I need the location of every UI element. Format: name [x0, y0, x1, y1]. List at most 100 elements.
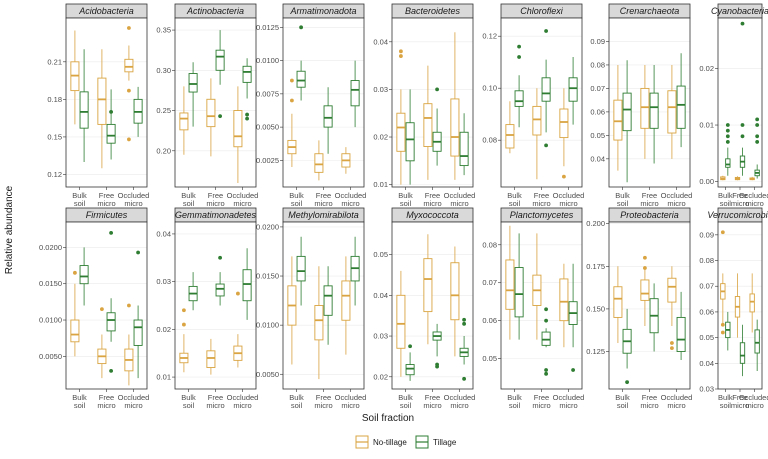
y-tick-label: 0.04 [590, 154, 605, 163]
panel-background [392, 222, 473, 389]
box-planctomycetes-bulk-soil-no-tillage [505, 225, 515, 340]
x-tick-label-bulk-soil: Bulk [181, 393, 196, 402]
box-iqr [79, 91, 89, 129]
box-methylomirabilota-occluded-micro-tillage [350, 236, 360, 306]
box-iqr [188, 73, 198, 93]
facet-title-chloroflexi: Chloroflexi [520, 6, 564, 16]
facet-panel: Methylomirabilota 0.0050 0.0100 0.0150 0.020… [256, 207, 367, 410]
box-iqr [179, 112, 189, 131]
y-tick-label: 0.0100 [39, 316, 62, 325]
x-tick-label-free-micro: Free [425, 191, 440, 200]
box-proteobacteria-occluded-micro-no-tillage [667, 266, 677, 351]
x-axis-title: Soil fraction [362, 413, 414, 424]
x-tick-label-bulk-soil: soil [400, 199, 412, 208]
x-tick-label-free-micro: micro [423, 199, 441, 208]
panel-border [391, 17, 474, 188]
facet-title-acidobacteria: Acidobacteria [78, 6, 134, 16]
y-axis-title: Relative abundance [4, 185, 15, 274]
outlier-point [544, 29, 548, 33]
y-tick-label: 0.05 [482, 354, 497, 363]
box-verrucomicrobia-occluded-micro-tillage [754, 319, 760, 372]
box-iqr [676, 85, 686, 129]
outlier-point [109, 230, 113, 235]
outlier-point [462, 317, 466, 322]
x-tick-label-occluded-micro: Occluded [227, 191, 259, 200]
box-proteobacteria-bulk-soil-no-tillage [613, 266, 623, 343]
box-acidobacteria-bulk-soil-no-tillage [70, 30, 80, 125]
y-tick-label: 0.05 [699, 333, 714, 342]
x-tick-label-occluded-micro: Occluded [335, 393, 367, 402]
outlier-point [182, 308, 186, 313]
y-tick-label: 0.02 [699, 64, 714, 73]
box-methylomirabilota-bulk-soil-tillage [296, 236, 306, 306]
panel-background [66, 222, 147, 389]
y-tick-label: 0.25 [156, 106, 171, 115]
facet-title-crenarchaeota: Crenarchaeota [620, 6, 680, 16]
box-armatimonadota-occluded-micro-no-tillage [341, 147, 351, 174]
y-tick-label: 0.0050 [39, 352, 62, 361]
x-tick-label-free-micro: micro [206, 401, 224, 410]
box-iqr [323, 285, 333, 316]
y-tick-label: 0.0050 [256, 123, 279, 132]
outlier-point [755, 123, 760, 127]
box-armatimonadota-free-micro-tillage [323, 87, 333, 154]
box-cyanobacteria-occluded-micro-tillage [754, 117, 760, 179]
box-cyanobacteria-occluded-micro-no-tillage [749, 176, 755, 181]
facet-panel: Armatimonadota 0.0025 0.0050 0.0075 0.0100 0.… [256, 3, 366, 208]
box-bacteroidetes-occluded-micro-no-tillage [450, 32, 460, 180]
y-tick-label: 0.0050 [256, 370, 279, 379]
panel-background [609, 222, 690, 389]
box-firmicutes-free-micro-tillage [106, 230, 116, 373]
box-gemmatimonadetes-free-micro-no-tillage [206, 338, 216, 375]
box-planctomycetes-occluded-micro-tillage [568, 263, 578, 372]
y-tick-label: 0.07 [482, 278, 497, 287]
outlier-point [517, 44, 521, 49]
outlier-point [643, 266, 647, 270]
box-iqr [350, 80, 360, 107]
facet-panels: Acidobacteria0.120.150.180.21BulksoilFre… [39, 3, 768, 410]
outlier-point [670, 341, 674, 345]
x-tick-label-bulk-soil: Bulk [289, 393, 304, 402]
y-tick-label: 0.150 [586, 304, 605, 313]
y-tick-label: 0.09 [590, 37, 605, 46]
box-iqr [450, 98, 460, 157]
facet-title-actinobacteria: Actinobacteria [186, 6, 244, 16]
box-iqr [296, 255, 306, 282]
outlier-point [562, 174, 566, 179]
outlier-point [720, 230, 725, 235]
box-iqr [676, 316, 686, 352]
y-tick-label: 0.02 [373, 133, 388, 142]
box-iqr [405, 122, 415, 162]
box-iqr [754, 329, 760, 354]
x-tick-label-free-micro: micro [640, 199, 658, 208]
x-tick-label-bulk-soil: soil [509, 199, 521, 208]
x-tick-label-bulk-soil: soil [617, 401, 629, 410]
box-acidobacteria-occluded-micro-no-tillage [124, 26, 134, 142]
panel-border [717, 221, 763, 390]
x-tick-label-occluded-micro: micro [745, 401, 763, 410]
facet-title-gemmatimonadetes: Gemmatimonadetes [175, 210, 257, 220]
box-iqr [215, 283, 225, 297]
x-tick-label-occluded-micro: micro [745, 199, 763, 208]
x-tick-label-bulk-soil: soil [291, 199, 303, 208]
panel-border [391, 221, 474, 390]
box-iqr [622, 92, 632, 132]
x-tick-label-bulk-soil: Bulk [72, 393, 87, 402]
box-planctomycetes-free-micro-tillage [541, 307, 551, 376]
outlier-point [245, 112, 249, 117]
box-iqr [396, 112, 406, 152]
y-tick-label: 0.08 [590, 60, 605, 69]
box-iqr [423, 258, 433, 313]
x-tick-label-free-micro: micro [206, 199, 224, 208]
box-cyanobacteria-free-micro-no-tillage [734, 176, 741, 181]
box-planctomycetes-free-micro-no-tillage [532, 233, 542, 340]
box-iqr [541, 331, 551, 346]
box-iqr [242, 65, 252, 83]
x-tick-label-occluded-micro: micro [341, 199, 359, 208]
x-tick-label-free-micro: Free [425, 393, 440, 402]
x-tick-label-occluded-micro: Occluded [444, 191, 476, 200]
outlier-point [462, 376, 466, 381]
